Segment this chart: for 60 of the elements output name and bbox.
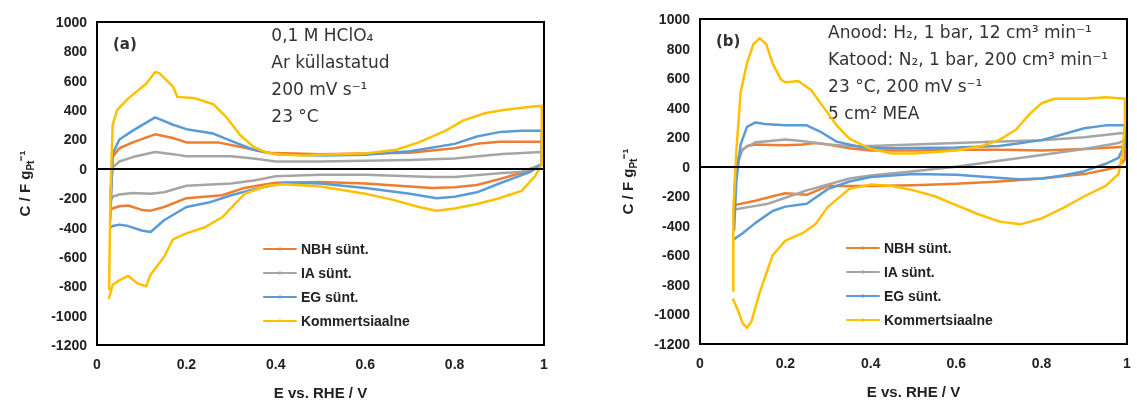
legend-label: NBH sünt. [883, 240, 952, 256]
y-axis-title: C / F gPt⁻¹ [15, 150, 36, 217]
annotation: (a) [113, 34, 137, 53]
x-tick-label: 0 [696, 355, 705, 371]
x-tick-label: 0.2 [176, 356, 197, 372]
x-tick-label: 0.8 [444, 356, 465, 372]
y-tick-label: 1000 [55, 14, 88, 30]
annotation: 200 mV s⁻¹ [271, 78, 368, 99]
annotation: Katood: N₂, 1 bar, 200 cm³ min⁻¹ [828, 48, 1109, 69]
x-tick-label: 0 [93, 356, 102, 372]
x-tick-label: 0.6 [355, 356, 376, 372]
annotation: Ar küllastatud [271, 51, 390, 72]
legend-label: NBH sünt. [300, 241, 369, 257]
x-tick-label: 0.8 [1031, 355, 1052, 371]
annotation: 23 °C [271, 105, 319, 126]
y-tick-label: 800 [63, 43, 88, 60]
y-axis-title: C / F gPt⁻¹ [618, 148, 639, 215]
legend-label: EG sünt. [883, 288, 942, 304]
y-tick-label: 1000 [658, 11, 691, 27]
y-tick-label: -200 [58, 190, 88, 207]
y-tick-label: 0 [682, 158, 691, 175]
line-series [732, 121, 1127, 241]
y-tick-label: -400 [58, 219, 88, 236]
x-axis-title: E vs. RHE / V [273, 384, 368, 401]
line-series [107, 70, 544, 300]
y-tick-label: -1000 [654, 306, 691, 323]
x-tick-label: 0.2 [775, 355, 796, 371]
y-tick-label: -200 [661, 188, 691, 205]
y-tick-label: 600 [666, 70, 691, 87]
y-tick-label: -1000 [51, 307, 88, 324]
x-tick-label: 1 [540, 356, 549, 372]
x-tick-label: 0.4 [861, 355, 881, 371]
x-tick-label: 0.4 [266, 356, 286, 372]
y-tick-label: -800 [661, 276, 691, 293]
legend-label: Kommertsiaalne [300, 313, 411, 329]
legend-label: IA sünt. [883, 264, 935, 280]
y-tick-label: -1200 [51, 337, 88, 353]
x-axis-title: E vs. RHE / V [866, 383, 961, 400]
y-tick-label: 600 [63, 72, 88, 89]
y-tick-label: 200 [666, 129, 691, 146]
annotation: 0,1 M HClO₄ [271, 24, 374, 45]
x-tick-label: 0.6 [946, 355, 967, 371]
y-tick-label: -800 [58, 278, 88, 295]
legend-label: Kommertsiaalne [883, 312, 994, 328]
y-tick-label: -400 [661, 217, 691, 234]
legend-label: IA sünt. [300, 265, 352, 281]
x-tick-label: 1 [1123, 355, 1132, 371]
y-tick-label: 400 [63, 102, 88, 119]
y-tick-label: -600 [661, 247, 691, 264]
line-series [109, 150, 544, 203]
annotation: Anood: H₂, 1 bar, 12 cm³ min⁻¹ [828, 21, 1092, 42]
y-tick-label: 200 [63, 131, 88, 148]
y-tick-label: 0 [79, 160, 88, 177]
annotation: 23 °C, 200 mV s⁻¹ [828, 75, 983, 96]
legend-label: EG sünt. [300, 289, 359, 305]
y-tick-label: 400 [666, 99, 691, 116]
y-tick-label: -1200 [654, 336, 691, 352]
annotation: (b) [716, 31, 741, 50]
y-tick-label: 800 [666, 40, 691, 57]
y-tick-label: -600 [58, 248, 88, 265]
